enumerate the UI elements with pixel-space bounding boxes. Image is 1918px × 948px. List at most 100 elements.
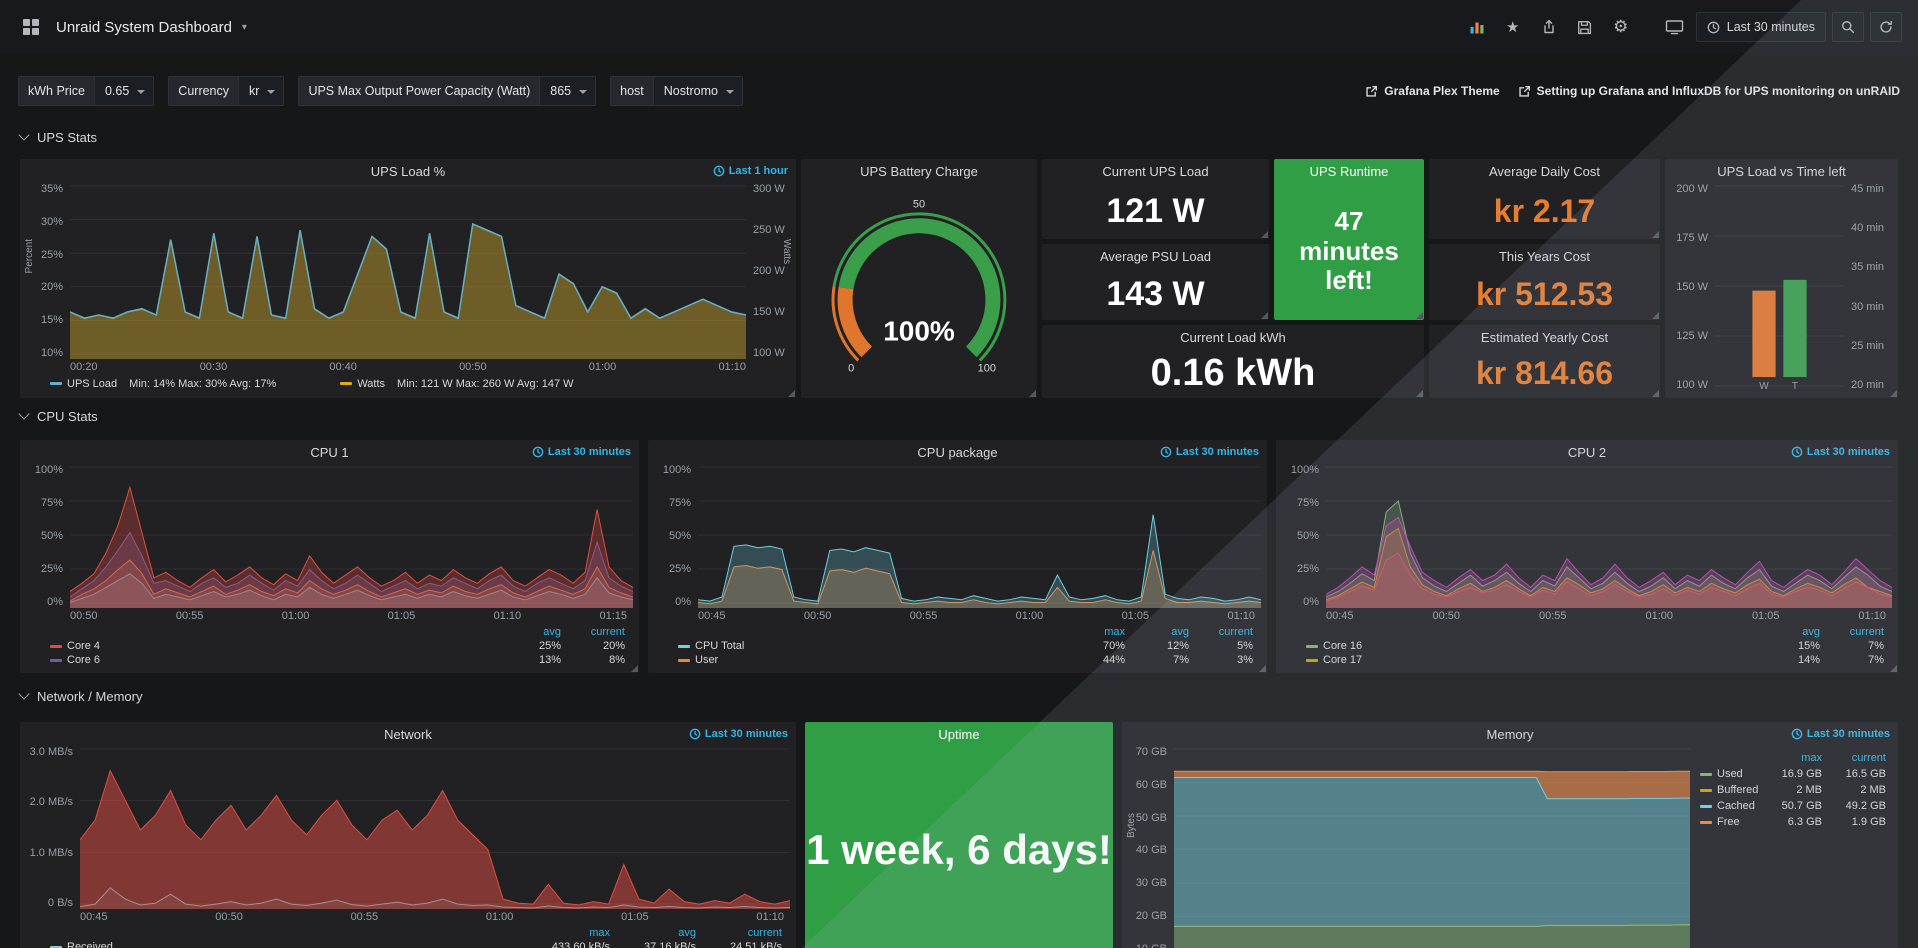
legend-value: 6.3 GB [1787,816,1822,828]
axis-tick: 01:10 [493,610,522,622]
panel-title[interactable]: Memory [1486,726,1534,742]
share-button[interactable] [1534,12,1564,42]
link-setup-guide[interactable]: Setting up Grafana and InfluxDB for UPS … [1518,84,1900,98]
legend-column-header[interactable]: avg [543,626,561,638]
stat-value: 143 W [1106,274,1205,313]
variable-value-dropdown[interactable]: kr [238,76,285,106]
legend-column-header[interactable]: max [1801,752,1822,764]
panel-title[interactable]: UPS Load % [370,163,446,179]
legend-column-header[interactable]: current [1849,626,1884,638]
axis-tick: 00:45 [698,610,726,622]
panel-header: CPU package [654,440,1261,464]
legend-column-header[interactable]: avg [1171,626,1189,638]
section-title: Network / Memory [37,688,143,704]
legend: UPS Load Min: 14% Max: 30% Avg: 17% Watts M… [26,375,790,395]
refresh-button[interactable] [1870,12,1902,42]
axis-tick: 0% [1303,596,1319,608]
tv-mode-button[interactable] [1660,12,1690,42]
panel-title[interactable]: Current UPS Load [1102,163,1209,179]
legend-series[interactable]: Watts Min: 121 W Max: 260 W Avg: 147 W [340,378,574,390]
panel-header: Estimated Yearly Cost [1429,325,1660,349]
search-button[interactable] [1832,12,1864,42]
panel-title[interactable]: UPS Load vs Time left [1717,163,1846,179]
legend-series[interactable]: Cached [1700,800,1758,812]
stat-value: 1 week, 6 days! [806,826,1112,873]
legend-value: 37.16 kB/s [644,941,696,948]
legend-series[interactable]: Buffered [1700,784,1758,796]
legend-series[interactable]: Core 17 [1306,654,1756,666]
variable-value-dropdown[interactable]: 0.65 [93,76,155,106]
panel-title[interactable]: Network [384,726,432,742]
variable-label: UPS Max Output Power Capacity (Watt) [298,76,540,106]
legend-column-header[interactable]: current [590,626,625,638]
panel-title[interactable]: Current Load kWh [1180,329,1286,345]
legend-column-header[interactable]: avg [678,927,696,939]
legend-series[interactable]: Free [1700,816,1758,828]
panel-title[interactable]: UPS Runtime [1309,163,1389,179]
legend-value: 7% [1868,654,1884,666]
graph-area[interactable] [698,464,1261,608]
settings-button[interactable]: ⚙ [1606,12,1636,42]
legend-series[interactable]: Received [50,941,524,948]
legend-column-header[interactable]: max [1104,626,1125,638]
legend-column-header[interactable]: avg [1802,626,1820,638]
panel-title[interactable]: CPU 2 [1567,444,1607,460]
axis-tick: 50% [40,530,63,542]
panel-memory: Memory Last 30 minutes Bytes 70 GB 60 GB 5… [1122,722,1898,948]
section-cpu-stats[interactable]: CPU Stats [18,407,98,425]
panel-title[interactable]: Average Daily Cost [1488,163,1601,179]
graph-body: 100% 75% 50% 25% 0% [654,464,1261,608]
axis-tick: 75% [1296,497,1319,509]
panel-title[interactable]: UPS Battery Charge [860,163,978,179]
legend-column-header[interactable]: max [589,927,610,939]
variable-value-dropdown[interactable]: 865 [539,76,597,106]
panel-title[interactable]: CPU 1 [310,444,349,460]
legend-series[interactable]: Core 6 [50,654,497,666]
graph-area[interactable] [70,183,746,359]
star-button[interactable]: ★ [1498,12,1528,42]
legend-series[interactable]: Used [1700,768,1758,780]
legend-series[interactable]: UPS Load Min: 14% Max: 30% Avg: 17% [50,378,276,390]
series-color-marker [1700,804,1712,808]
grafana-menu-button[interactable] [16,12,46,42]
time-range-picker[interactable]: Last 30 minutes [1695,12,1826,42]
graph-area[interactable] [80,746,790,909]
legend-value: 2 MB [1860,784,1886,796]
legend-series[interactable]: User [678,654,1061,666]
variable-label: kWh Price [18,76,94,106]
svg-text:T: T [1792,381,1798,391]
link-grafana-plex-theme[interactable]: Grafana Plex Theme [1365,84,1500,98]
panel-title[interactable]: Estimated Yearly Cost [1480,329,1609,345]
section-ups-stats[interactable]: UPS Stats [18,128,97,146]
series-color-marker [1306,658,1318,662]
legend-column-header[interactable]: current [747,927,782,939]
graph-area[interactable] [1326,464,1892,608]
time-override-label: Last 1 hour [728,165,788,177]
graph-area[interactable] [70,464,633,608]
axis-tick: 10 GB [1136,943,1167,948]
axis-tick: 45 min [1851,183,1885,195]
panel-title[interactable]: Average PSU Load [1099,248,1212,264]
panels-button[interactable] [1462,12,1492,42]
battery-gauge: 0 50 100 100% [831,199,1007,374]
x-axis: 00:45 00:50 00:55 01:00 01:05 01:10 [698,608,1255,624]
legend-value: 16.5 GB [1845,768,1886,780]
dashboard-title[interactable]: Unraid System Dashboard [56,18,232,36]
panel-title[interactable]: CPU package [917,444,998,460]
section-network-memory[interactable]: Network / Memory [18,687,143,705]
graph-area[interactable] [1174,746,1690,948]
legend-column-header[interactable]: current [1851,752,1886,764]
legend-column-header[interactable]: current [1218,626,1253,638]
y-axis-left: 100% 75% 50% 25% 0% [654,464,698,608]
panel-title[interactable]: This Years Cost [1498,248,1591,264]
axis-tick: 100 W [1676,379,1708,391]
save-button[interactable] [1570,12,1600,42]
legend-series[interactable]: CPU Total [678,640,1061,652]
legend-series[interactable]: Core 4 [50,640,497,652]
axis-tick: 75% [40,497,63,509]
legend-value: 13% [538,654,561,666]
panel-title[interactable]: Uptime [938,726,980,742]
variable-value-dropdown[interactable]: Nostromo [652,76,743,106]
legend-series[interactable]: Core 16 [1306,640,1756,652]
